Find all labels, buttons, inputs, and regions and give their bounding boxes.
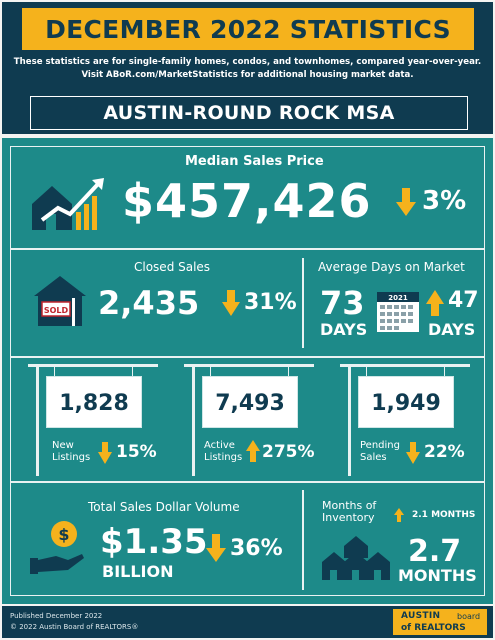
house-chart-icon — [32, 178, 104, 230]
pending-sales-value: 1,949 — [371, 391, 441, 416]
houses-icon — [322, 536, 390, 580]
stats-panel: Median Sales Price $457,426 3% Closed Sa… — [2, 138, 493, 604]
new-listings-card: 1,828 — [46, 376, 142, 428]
volume-unit: BILLION — [102, 562, 174, 581]
pending-sales-label: Pending Sales — [360, 440, 400, 463]
active-listings-card: 7,493 — [202, 376, 298, 428]
arrow-down-icon — [222, 290, 240, 316]
volume-label: Total Sales Dollar Volume — [88, 500, 240, 514]
description-line-2: Visit ABoR.com/MarketStatistics for addi… — [81, 70, 414, 80]
median-value: $457,426 — [122, 174, 372, 228]
inventory-unit: MONTHS — [398, 566, 477, 585]
logo-line-2: of REALTORS — [401, 623, 466, 633]
arrow-down-icon — [406, 442, 420, 464]
sign-beam-2 — [184, 364, 314, 367]
sign-chain-3a — [366, 367, 367, 377]
divider-2 — [302, 258, 304, 348]
divider-4 — [10, 481, 485, 483]
pending-sales-card: 1,949 — [358, 376, 454, 428]
sign-chain-1b — [132, 367, 133, 377]
arrow-down-icon — [396, 188, 416, 216]
volume-change: 36% — [230, 536, 283, 561]
arrow-up-icon — [246, 440, 260, 462]
volume-value: $1.35 — [100, 522, 208, 562]
calendar-year: 2021 — [388, 294, 408, 302]
new-listings-value: 1,828 — [59, 391, 129, 416]
sign-chain-2a — [210, 367, 211, 377]
closed-change: 31% — [244, 290, 297, 315]
published-date: Published December 2022 — [10, 612, 103, 620]
money-hand-icon: $ — [30, 521, 84, 574]
closed-value: 2,435 — [98, 284, 200, 322]
logo-line-1b: board — [457, 612, 481, 621]
page-title: DECEMBER 2022 STATISTICS — [45, 14, 451, 44]
active-listings-change: 275% — [262, 442, 315, 462]
sign-chain-2b — [288, 367, 289, 377]
sign-chain-1a — [54, 367, 55, 377]
sign-post-1 — [36, 364, 39, 476]
calendar-icon: 2021 — [377, 292, 419, 332]
stats-border — [10, 146, 485, 596]
region-box: AUSTIN-ROUND ROCK MSA — [30, 96, 468, 130]
description-line-1: These statistics are for single-family h… — [13, 57, 482, 67]
inventory-label: Months of Inventory — [322, 499, 377, 524]
copyright: © 2022 Austin Board of REALTORS® — [10, 623, 139, 631]
abor-logo[interactable]: AUSTIN board of REALTORS — [392, 608, 488, 636]
description: These statistics are for single-family h… — [12, 56, 483, 82]
days-label: Average Days on Market — [318, 260, 465, 274]
median-change: 3% — [422, 186, 467, 216]
divider-3 — [10, 356, 485, 358]
title-bar: DECEMBER 2022 STATISTICS — [22, 8, 474, 50]
new-listings-change: 15% — [116, 442, 157, 462]
region-title: AUSTIN-ROUND ROCK MSA — [103, 102, 395, 124]
sign-post-2 — [192, 364, 195, 476]
days-unit: DAYS — [320, 320, 368, 339]
sign-post-3 — [348, 364, 351, 476]
arrow-up-icon — [394, 508, 404, 522]
pending-sales-change: 22% — [424, 442, 465, 462]
new-listings-label: New Listings — [52, 440, 91, 463]
logo-line-1: AUSTIN — [401, 611, 441, 621]
header: DECEMBER 2022 STATISTICS These statistic… — [2, 2, 493, 134]
arrow-up-icon — [426, 290, 444, 316]
median-label: Median Sales Price — [185, 154, 324, 169]
arrow-down-icon — [206, 534, 226, 562]
sign-beam-1 — [28, 364, 158, 367]
days-change: 47 — [448, 288, 479, 313]
sign-chain-3b — [444, 367, 445, 377]
divider-5 — [302, 490, 304, 590]
sign-beam-3 — [340, 364, 470, 367]
days-value: 73 — [320, 284, 365, 322]
inventory-change: 2.1 MONTHS — [412, 510, 476, 520]
active-listings-value: 7,493 — [215, 391, 285, 416]
active-listings-label: Active Listings — [204, 440, 243, 463]
days-change-unit: DAYS — [428, 320, 476, 339]
footer: Published December 2022 © 2022 Austin Bo… — [2, 606, 493, 638]
sold-house-icon: SOLD — [34, 276, 86, 326]
arrow-down-icon — [98, 442, 112, 464]
divider-1 — [10, 248, 485, 250]
closed-label: Closed Sales — [134, 260, 211, 274]
inventory-value: 2.7 — [408, 534, 462, 569]
svg-text:$: $ — [58, 525, 69, 544]
sold-sign-text: SOLD — [44, 306, 69, 315]
